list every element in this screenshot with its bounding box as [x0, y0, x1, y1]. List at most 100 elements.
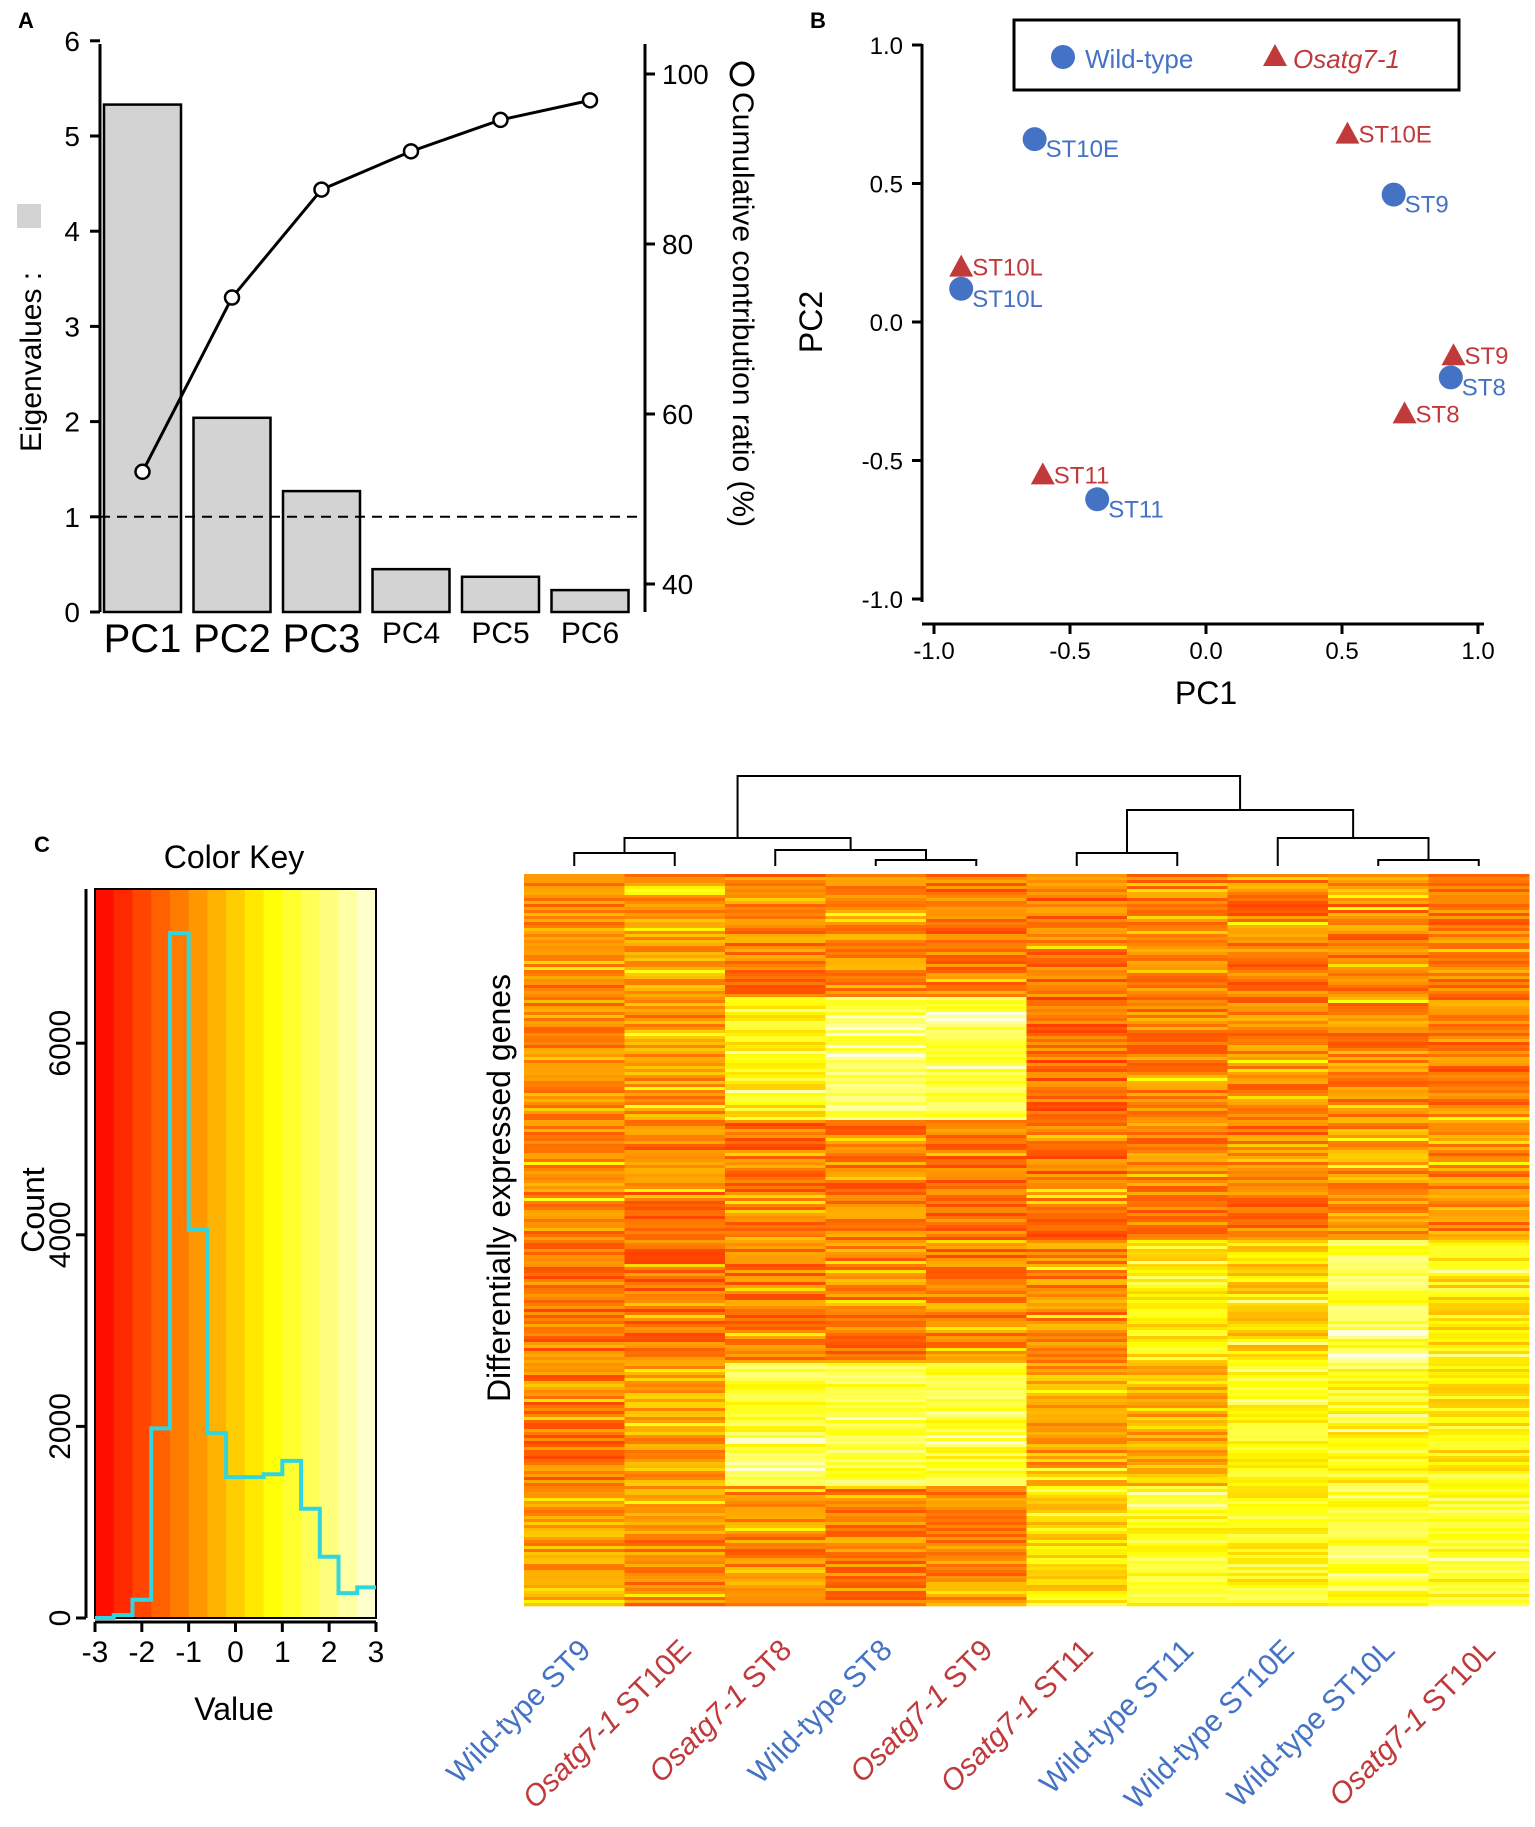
heatmap-cell [1428, 1093, 1530, 1097]
heatmap-cell [1428, 1219, 1530, 1223]
heatmap-cell [524, 1156, 625, 1160]
heatmap-cell [1428, 1474, 1530, 1478]
heatmap-cell [1328, 1027, 1429, 1031]
heatmap-cell [825, 1198, 927, 1202]
heatmap-cell [1127, 1276, 1228, 1280]
heatmap-cell [1328, 1447, 1429, 1451]
heatmap-cell [1428, 1426, 1530, 1430]
heatmap-cell [624, 1357, 726, 1361]
y-tick-label: 3 [64, 311, 80, 342]
heatmap-cell [1026, 1162, 1128, 1166]
heatmap-cell [926, 1084, 1027, 1088]
heatmap-cell [825, 931, 927, 935]
heatmap-cell [1328, 883, 1429, 887]
heatmap-cell [1127, 1309, 1228, 1313]
heatmap-cell [1428, 1351, 1530, 1355]
heatmap-cell [725, 1438, 826, 1442]
heatmap-cell [825, 943, 927, 947]
heatmap-cell [1026, 1441, 1128, 1445]
heatmap-cell [1328, 901, 1429, 905]
heatmap-cell [1227, 1186, 1329, 1190]
heatmap-cell [624, 1138, 726, 1142]
heatmap-cell [1026, 898, 1128, 902]
heatmap-cell [1127, 1447, 1228, 1451]
heatmap-cell [624, 1513, 726, 1517]
heatmap-cell [624, 1204, 726, 1208]
heatmap-cell [926, 1474, 1027, 1478]
heatmap-cell [1127, 940, 1228, 944]
heatmap-cell [624, 1291, 726, 1295]
heatmap-cell [1026, 892, 1128, 896]
heatmap-cell [1428, 1183, 1530, 1187]
heatmap-cell [1227, 985, 1329, 989]
heatmap-cell [524, 1594, 625, 1598]
heatmap-cell [524, 1165, 625, 1169]
heatmap-cell [1026, 880, 1128, 884]
heatmap-cell [1227, 1369, 1329, 1373]
heatmap-cell [1328, 1360, 1429, 1364]
heatmap-cell [624, 1159, 726, 1163]
heatmap-cell [1328, 1408, 1429, 1412]
heatmap-cell [624, 1126, 726, 1130]
heatmap-cell [524, 988, 625, 992]
heatmap-cell [1026, 1285, 1128, 1289]
heatmap-cell [1227, 1171, 1329, 1175]
heatmap-cell [624, 940, 726, 944]
heatmap-cell [1328, 1147, 1429, 1151]
heatmap-cell [1026, 1513, 1128, 1517]
heatmap-cell [1227, 1270, 1329, 1274]
heatmap-cell [624, 1333, 726, 1337]
heatmap-cell [725, 1327, 826, 1331]
heatmap-cell [825, 1591, 927, 1595]
heatmap-cell [825, 1051, 927, 1055]
color-band [226, 889, 246, 1618]
heatmap-cell [725, 1084, 826, 1088]
heatmap-cell [624, 925, 726, 929]
heatmap-cell [1227, 1258, 1329, 1262]
heatmap-cell [1428, 1300, 1530, 1304]
heatmap-cell [926, 1564, 1027, 1568]
heatmap-cell [1127, 1534, 1228, 1538]
heatmap-cell [1127, 1150, 1228, 1154]
heatmap-cell [1026, 922, 1128, 926]
heatmap-cell [524, 892, 625, 896]
heatmap-cell [926, 1342, 1027, 1346]
heatmap-cell [725, 1222, 826, 1226]
heatmap-cell [1026, 1558, 1128, 1562]
heatmap-cell [1428, 1573, 1530, 1577]
dendrogram-branch [1126, 809, 1355, 853]
heatmap-cell [1428, 964, 1530, 968]
heatmap-cell [825, 1153, 927, 1157]
heatmap-cell [1428, 1030, 1530, 1034]
heatmap-cell [725, 1153, 826, 1157]
point-label: ST10E [1358, 122, 1431, 149]
heatmap-cell [1127, 1537, 1228, 1541]
heatmap-cell [1127, 916, 1228, 920]
heatmap-cell [926, 1018, 1027, 1022]
heatmap-cell [1328, 1510, 1429, 1514]
heatmap-cell [1328, 1600, 1429, 1604]
heatmap-cell [1026, 1342, 1128, 1346]
heatmap-cell [1026, 1237, 1128, 1241]
heatmap-cell [1227, 916, 1329, 920]
heatmap-cell [524, 1396, 625, 1400]
heatmap-cell [1026, 1045, 1128, 1049]
heatmap-cell [624, 1165, 726, 1169]
heatmap-cell [1127, 913, 1228, 917]
heatmap-cell [725, 1285, 826, 1289]
bar-pc5 [460, 575, 541, 614]
heatmap-cell [524, 1015, 625, 1019]
heatmap-cell [825, 1039, 927, 1043]
heatmap-cell [825, 1543, 927, 1547]
heatmap-cell [725, 1498, 826, 1502]
heatmap-cell [825, 1501, 927, 1505]
heatmap-cell [725, 1135, 826, 1139]
heatmap-cell [926, 1408, 1027, 1412]
heatmap-cell [1127, 1513, 1228, 1517]
heatmap-cell [1127, 1039, 1228, 1043]
heatmap-cell [1328, 1111, 1429, 1115]
heatmap-cell [1328, 1057, 1429, 1061]
heatmap-cell [825, 1048, 927, 1052]
heatmap-cell [624, 1498, 726, 1502]
heatmap-cell [624, 1069, 726, 1073]
